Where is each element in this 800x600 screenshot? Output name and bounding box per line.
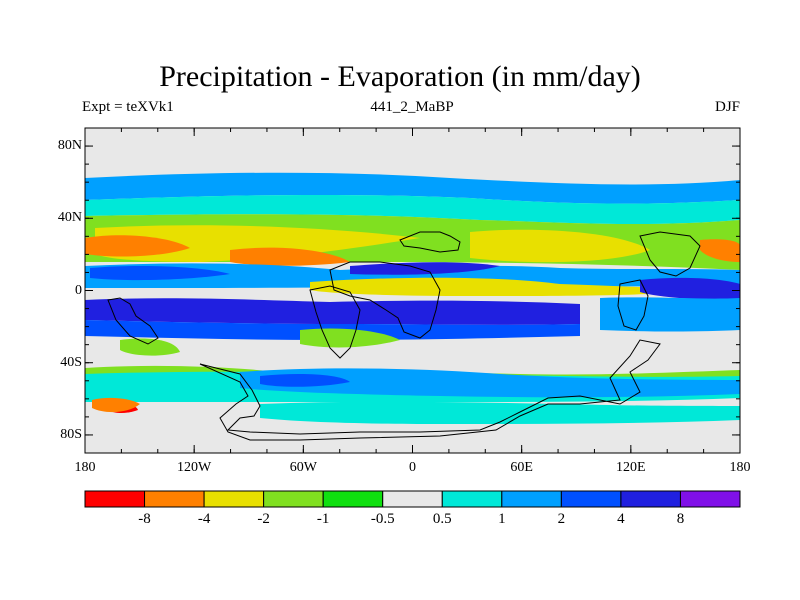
lat-tick-label: 40S xyxy=(60,354,82,370)
run-label: 441_2_MaBP xyxy=(370,99,454,115)
field-layer xyxy=(85,128,740,453)
lat-tick-label: 40N xyxy=(57,210,82,226)
lat-tick-label: 80N xyxy=(57,138,82,154)
colorbar-tick-label: 1 xyxy=(498,511,506,527)
coastline-maritime xyxy=(617,279,649,331)
lon-tick-label: 120W xyxy=(177,460,212,475)
field-yellow-nsub2 xyxy=(470,229,650,263)
lon-tick-label: 120E xyxy=(616,460,646,475)
colorbar-swatch xyxy=(322,490,384,508)
figure-title: Precipitation - Evaporation (in mm/day) xyxy=(159,60,641,93)
colorbar-tick-label: -4 xyxy=(197,511,211,527)
lon-tick-label: 60W xyxy=(289,460,317,475)
coastline-africa xyxy=(329,261,441,339)
colorbar-swatch xyxy=(560,490,622,508)
colorbar-tick-label: 4 xyxy=(617,511,625,527)
colorbar-tick-label: -0.5 xyxy=(370,511,395,527)
coastline-antarctica xyxy=(199,339,661,441)
field-dark-eq-north xyxy=(90,266,230,281)
colorbar-tick-label: -2 xyxy=(257,511,270,527)
colorbar-swatch xyxy=(620,490,681,508)
field-orange-nsub xyxy=(85,235,190,257)
colorbar-swatch xyxy=(203,490,265,508)
field-yellow-nsub xyxy=(95,225,420,262)
colorbar-tick-label: 8 xyxy=(676,511,685,527)
field-green-sh xyxy=(300,328,400,348)
colorbar-swatch xyxy=(263,490,324,508)
lat-tick-label: 0 xyxy=(75,282,82,298)
field-orange-nsub3 xyxy=(700,239,740,262)
lon-tick-label: 0 xyxy=(409,460,416,475)
field-green-sh2 xyxy=(120,338,180,356)
coastline-south-america xyxy=(309,285,361,359)
colorbar-tick-label: -8 xyxy=(138,511,151,527)
colorbar-tick-label: 0.5 xyxy=(432,511,452,527)
lon-tick-label: 60E xyxy=(510,460,533,475)
field-orange-nsub2 xyxy=(230,247,350,266)
field-darkblue-cpac xyxy=(640,277,740,300)
field-yellow-eq xyxy=(310,277,700,296)
field-cyan-north xyxy=(85,194,740,225)
field-darkblue-eq xyxy=(350,262,500,275)
field-orange-south xyxy=(92,397,140,413)
coastline-north-america xyxy=(399,231,461,253)
season-label: DJF xyxy=(714,99,740,115)
colorbar-swatch xyxy=(84,490,146,508)
colorbar-swatch xyxy=(679,490,741,508)
colorbar-swatch xyxy=(144,490,205,508)
coastline-australia xyxy=(639,231,701,277)
coastlines xyxy=(107,231,701,441)
colorbar-swatch xyxy=(441,490,503,508)
colorbar-tick-label: 2 xyxy=(557,511,566,527)
experiment-label: Expt = teXVk1 xyxy=(82,99,174,115)
coastline-pacific-islands xyxy=(107,297,159,345)
colorbar-swatch xyxy=(501,490,562,508)
field-blue-eq-north xyxy=(85,263,740,288)
colorbar-swatch xyxy=(382,490,443,508)
lon-tick-label: 180 xyxy=(74,460,96,475)
colorbar xyxy=(84,490,741,508)
field-darkblue-sh xyxy=(85,298,580,325)
lat-tick-label: 80S xyxy=(60,426,82,442)
colorbar-tick-label: -1 xyxy=(316,511,330,527)
field-blue-north xyxy=(85,172,740,204)
lon-tick-label: 180 xyxy=(729,460,751,475)
field-darkblue-smid xyxy=(260,374,350,387)
field-cyan-sh xyxy=(600,297,740,332)
axis-ticks xyxy=(84,128,741,453)
field-cyan-south xyxy=(260,401,740,424)
